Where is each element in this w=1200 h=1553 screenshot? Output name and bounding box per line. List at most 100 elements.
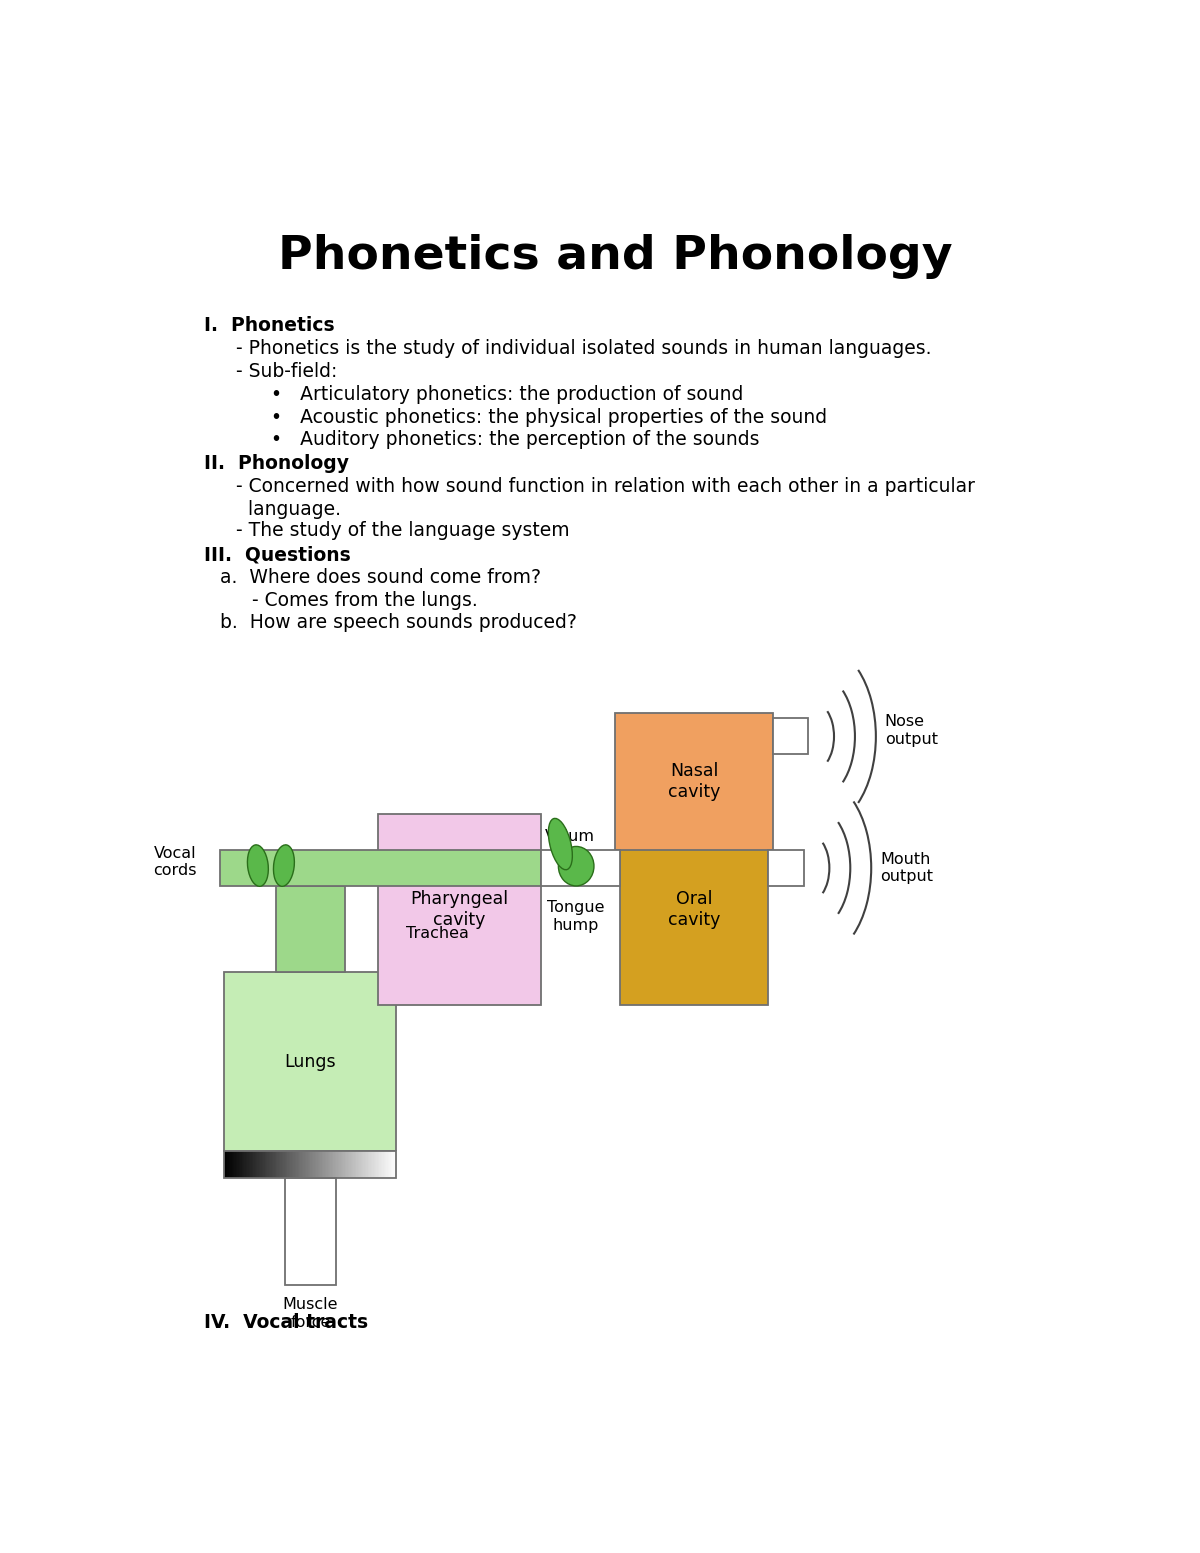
Text: •   Auditory phonetics: the perception of the sounds: • Auditory phonetics: the perception of … [271, 430, 760, 449]
FancyBboxPatch shape [323, 1151, 325, 1177]
FancyBboxPatch shape [380, 1151, 383, 1177]
FancyBboxPatch shape [340, 1151, 342, 1177]
FancyBboxPatch shape [275, 1151, 277, 1177]
FancyBboxPatch shape [388, 1151, 390, 1177]
FancyBboxPatch shape [281, 1151, 283, 1177]
FancyBboxPatch shape [233, 1151, 235, 1177]
FancyBboxPatch shape [386, 1151, 389, 1177]
FancyBboxPatch shape [286, 1151, 288, 1177]
Ellipse shape [274, 845, 294, 887]
Text: Velum: Velum [545, 829, 595, 845]
FancyBboxPatch shape [264, 1151, 266, 1177]
FancyBboxPatch shape [358, 1151, 360, 1177]
FancyBboxPatch shape [302, 1151, 304, 1177]
FancyBboxPatch shape [350, 1151, 353, 1177]
FancyBboxPatch shape [239, 1151, 241, 1177]
FancyBboxPatch shape [298, 1151, 300, 1177]
FancyBboxPatch shape [247, 1151, 250, 1177]
FancyBboxPatch shape [395, 1151, 397, 1177]
FancyBboxPatch shape [224, 972, 396, 1151]
FancyBboxPatch shape [244, 1151, 246, 1177]
FancyBboxPatch shape [260, 1151, 263, 1177]
Text: - Phonetics is the study of individual isolated sounds in human languages.: - Phonetics is the study of individual i… [236, 340, 932, 359]
FancyBboxPatch shape [307, 1151, 310, 1177]
FancyBboxPatch shape [382, 1151, 384, 1177]
FancyBboxPatch shape [254, 1151, 257, 1177]
FancyBboxPatch shape [306, 1151, 308, 1177]
Text: Vocal
cords: Vocal cords [154, 846, 197, 877]
FancyBboxPatch shape [263, 1151, 265, 1177]
FancyBboxPatch shape [312, 1151, 314, 1177]
FancyBboxPatch shape [328, 1151, 330, 1177]
FancyBboxPatch shape [230, 1151, 233, 1177]
Text: - Concerned with how sound function in relation with each other in a particular: - Concerned with how sound function in r… [236, 477, 976, 495]
FancyBboxPatch shape [336, 1151, 338, 1177]
Text: I.  Phonetics: I. Phonetics [204, 315, 335, 334]
FancyBboxPatch shape [356, 1151, 359, 1177]
Text: III.  Questions: III. Questions [204, 545, 350, 564]
FancyBboxPatch shape [319, 1151, 322, 1177]
FancyBboxPatch shape [352, 1151, 354, 1177]
FancyBboxPatch shape [300, 1151, 302, 1177]
FancyBboxPatch shape [540, 849, 619, 885]
FancyBboxPatch shape [389, 1151, 391, 1177]
Text: - Comes from the lungs.: - Comes from the lungs. [252, 590, 478, 609]
Text: b.  How are speech sounds produced?: b. How are speech sounds produced? [220, 613, 577, 632]
Text: - The study of the language system: - The study of the language system [236, 522, 570, 540]
FancyBboxPatch shape [284, 1151, 287, 1177]
FancyBboxPatch shape [253, 1151, 256, 1177]
Text: Trachea: Trachea [406, 926, 469, 941]
FancyBboxPatch shape [392, 1151, 395, 1177]
FancyBboxPatch shape [234, 1151, 236, 1177]
FancyBboxPatch shape [246, 1151, 248, 1177]
FancyBboxPatch shape [289, 1151, 292, 1177]
FancyBboxPatch shape [342, 1151, 344, 1177]
FancyBboxPatch shape [619, 814, 768, 1005]
FancyBboxPatch shape [276, 1151, 278, 1177]
FancyBboxPatch shape [226, 1151, 228, 1177]
FancyBboxPatch shape [248, 1151, 251, 1177]
FancyBboxPatch shape [292, 1151, 294, 1177]
FancyBboxPatch shape [227, 1151, 229, 1177]
FancyBboxPatch shape [347, 1151, 349, 1177]
Ellipse shape [247, 845, 269, 887]
FancyBboxPatch shape [262, 1151, 264, 1177]
Text: Mouth
output: Mouth output [880, 851, 934, 884]
FancyBboxPatch shape [329, 1151, 331, 1177]
FancyBboxPatch shape [391, 1151, 394, 1177]
FancyBboxPatch shape [288, 1151, 290, 1177]
Text: Tongue
hump: Tongue hump [547, 901, 605, 933]
FancyBboxPatch shape [326, 1151, 329, 1177]
FancyBboxPatch shape [277, 1151, 280, 1177]
FancyBboxPatch shape [229, 1151, 232, 1177]
FancyBboxPatch shape [232, 1151, 234, 1177]
FancyBboxPatch shape [241, 1151, 244, 1177]
FancyBboxPatch shape [245, 1151, 247, 1177]
FancyBboxPatch shape [252, 1151, 254, 1177]
Text: a.  Where does sound come from?: a. Where does sound come from? [220, 568, 541, 587]
FancyBboxPatch shape [371, 1151, 373, 1177]
FancyBboxPatch shape [305, 1151, 307, 1177]
FancyBboxPatch shape [256, 1151, 258, 1177]
FancyBboxPatch shape [270, 1151, 272, 1177]
FancyBboxPatch shape [295, 1151, 298, 1177]
FancyBboxPatch shape [337, 1151, 340, 1177]
FancyBboxPatch shape [274, 1151, 276, 1177]
FancyBboxPatch shape [364, 1151, 366, 1177]
FancyBboxPatch shape [236, 1151, 239, 1177]
FancyBboxPatch shape [316, 1151, 318, 1177]
FancyBboxPatch shape [283, 1151, 286, 1177]
FancyBboxPatch shape [271, 1151, 274, 1177]
FancyBboxPatch shape [366, 1151, 368, 1177]
Ellipse shape [558, 846, 594, 885]
Text: •   Acoustic phonetics: the physical properties of the sound: • Acoustic phonetics: the physical prope… [271, 407, 827, 427]
FancyBboxPatch shape [355, 1151, 358, 1177]
FancyBboxPatch shape [296, 1151, 299, 1177]
Text: Pharyngeal
cavity: Pharyngeal cavity [410, 890, 509, 929]
Text: Nasal
cavity: Nasal cavity [668, 763, 720, 801]
FancyBboxPatch shape [616, 713, 773, 849]
FancyBboxPatch shape [293, 1151, 295, 1177]
FancyBboxPatch shape [354, 1151, 356, 1177]
FancyBboxPatch shape [318, 1151, 320, 1177]
FancyBboxPatch shape [773, 719, 809, 755]
